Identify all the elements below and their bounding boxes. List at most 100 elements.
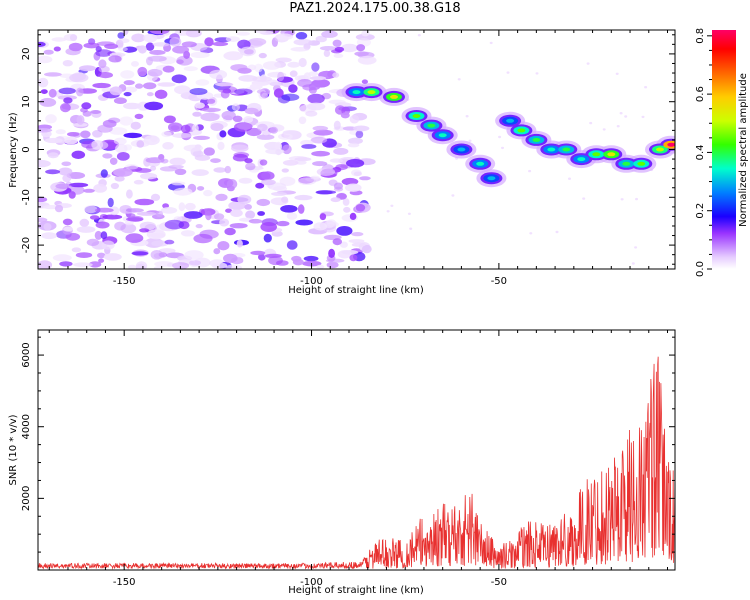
heatmap-cell bbox=[193, 233, 213, 244]
heatmap-cell bbox=[301, 144, 317, 149]
spectrogram-xlabel: Height of straight line (km) bbox=[288, 285, 424, 296]
heatmap-cell bbox=[69, 34, 78, 42]
heatmap-cell bbox=[212, 41, 229, 47]
heatmap-cell bbox=[343, 206, 351, 213]
heatmap-cell bbox=[192, 124, 199, 133]
heatmap-cell bbox=[249, 83, 263, 90]
heatmap-cell bbox=[232, 153, 248, 162]
heatmap-cell bbox=[262, 130, 270, 136]
heatmap-cell bbox=[620, 198, 624, 201]
heatmap-cell bbox=[290, 47, 310, 52]
heatmap-cell bbox=[315, 35, 327, 43]
heatmap-cell bbox=[53, 46, 61, 52]
heatmap-cell bbox=[348, 137, 363, 145]
heatmap-cell bbox=[161, 131, 172, 138]
signal-peak bbox=[532, 137, 541, 142]
heatmap-cell bbox=[255, 182, 265, 189]
heatmap-cell bbox=[244, 107, 259, 115]
heatmap-cell bbox=[109, 86, 123, 96]
heatmap-cell bbox=[59, 261, 73, 267]
heatmap-cell bbox=[361, 244, 372, 254]
heatmap-cell bbox=[88, 261, 102, 268]
heatmap-cell bbox=[351, 232, 364, 237]
heatmap-cell bbox=[216, 82, 234, 87]
heatmap-cell bbox=[316, 190, 337, 195]
heatmap-cell bbox=[635, 197, 638, 201]
heatmap-cell bbox=[359, 176, 371, 181]
heatmap-cell bbox=[468, 139, 472, 142]
heatmap-cell bbox=[236, 122, 253, 130]
signal-peak bbox=[562, 147, 571, 152]
heatmap-cell bbox=[535, 72, 539, 75]
y-tick-label: 20 bbox=[21, 48, 32, 61]
heatmap-cell bbox=[265, 148, 285, 155]
heatmap-cell bbox=[124, 86, 138, 93]
heatmap-cell bbox=[224, 227, 236, 236]
heatmap-cell bbox=[135, 261, 148, 269]
heatmap-cell bbox=[220, 89, 230, 99]
y-tick-label: 10 bbox=[21, 95, 32, 108]
heatmap-cell bbox=[501, 146, 504, 150]
heatmap-cell bbox=[189, 88, 208, 95]
heatmap-cell bbox=[498, 135, 502, 139]
heatmap-cell bbox=[181, 41, 197, 48]
heatmap-cell bbox=[102, 153, 113, 159]
heatmap-cell bbox=[298, 116, 307, 125]
signal-peak bbox=[637, 161, 646, 166]
heatmap-cell bbox=[47, 152, 59, 159]
heatmap-cell bbox=[282, 159, 299, 166]
heatmap-cell bbox=[44, 137, 63, 144]
heatmap-cell bbox=[248, 38, 267, 46]
heatmap-cell bbox=[631, 262, 635, 265]
heatmap-cell bbox=[147, 68, 163, 77]
heatmap-cell bbox=[195, 224, 203, 229]
heatmap-cell bbox=[134, 113, 144, 120]
heatmap-cell bbox=[345, 183, 362, 192]
heatmap-cell bbox=[164, 239, 175, 245]
heatmap-cell bbox=[277, 71, 285, 82]
heatmap-cell bbox=[150, 165, 157, 171]
x-tick-label: -50 bbox=[491, 577, 507, 588]
heatmap-cell bbox=[219, 130, 227, 138]
heatmap-cell bbox=[340, 43, 359, 53]
heatmap-cell bbox=[135, 83, 144, 89]
heatmap-cell bbox=[223, 253, 238, 263]
heatmap-cell bbox=[43, 49, 54, 55]
heatmap-cell bbox=[84, 205, 98, 214]
heatmap-cell bbox=[341, 177, 359, 186]
heatmap-cell bbox=[286, 212, 298, 220]
heatmap-cell bbox=[323, 49, 331, 58]
heatmap-cell bbox=[313, 129, 334, 136]
heatmap-cell bbox=[124, 220, 134, 226]
heatmap-cell bbox=[63, 97, 73, 104]
heatmap-cell bbox=[155, 210, 164, 218]
heatmap-cell bbox=[114, 175, 125, 182]
heatmap-cell bbox=[310, 136, 328, 144]
heatmap-cell bbox=[81, 102, 92, 110]
heatmap-cell bbox=[171, 74, 187, 84]
heatmap-cell bbox=[75, 252, 93, 258]
heatmap-cell bbox=[97, 252, 106, 259]
heatmap-cell bbox=[293, 39, 313, 46]
heatmap-cell bbox=[586, 62, 590, 65]
heatmap-cell bbox=[409, 227, 413, 230]
heatmap-cell bbox=[43, 223, 52, 231]
signal-peak bbox=[607, 152, 616, 157]
heatmap-cell bbox=[201, 107, 221, 112]
heatmap-cell bbox=[297, 204, 305, 214]
heatmap-cell bbox=[286, 240, 298, 250]
heatmap-cell bbox=[254, 30, 267, 34]
heatmap-cell bbox=[137, 66, 148, 77]
heatmap-cell bbox=[125, 164, 139, 170]
heatmap-cell bbox=[136, 140, 145, 148]
heatmap-cell bbox=[489, 41, 493, 45]
colorbar-tick-label: 0.0 bbox=[695, 261, 706, 277]
heatmap-cell bbox=[153, 266, 162, 269]
signal-peak bbox=[427, 123, 436, 128]
heatmap-cell bbox=[54, 204, 64, 213]
heatmap-cell bbox=[76, 87, 84, 97]
heatmap-cell bbox=[342, 126, 357, 131]
heatmap-cell bbox=[197, 186, 205, 191]
signal-peak bbox=[547, 147, 556, 152]
heatmap-cell bbox=[118, 38, 130, 43]
